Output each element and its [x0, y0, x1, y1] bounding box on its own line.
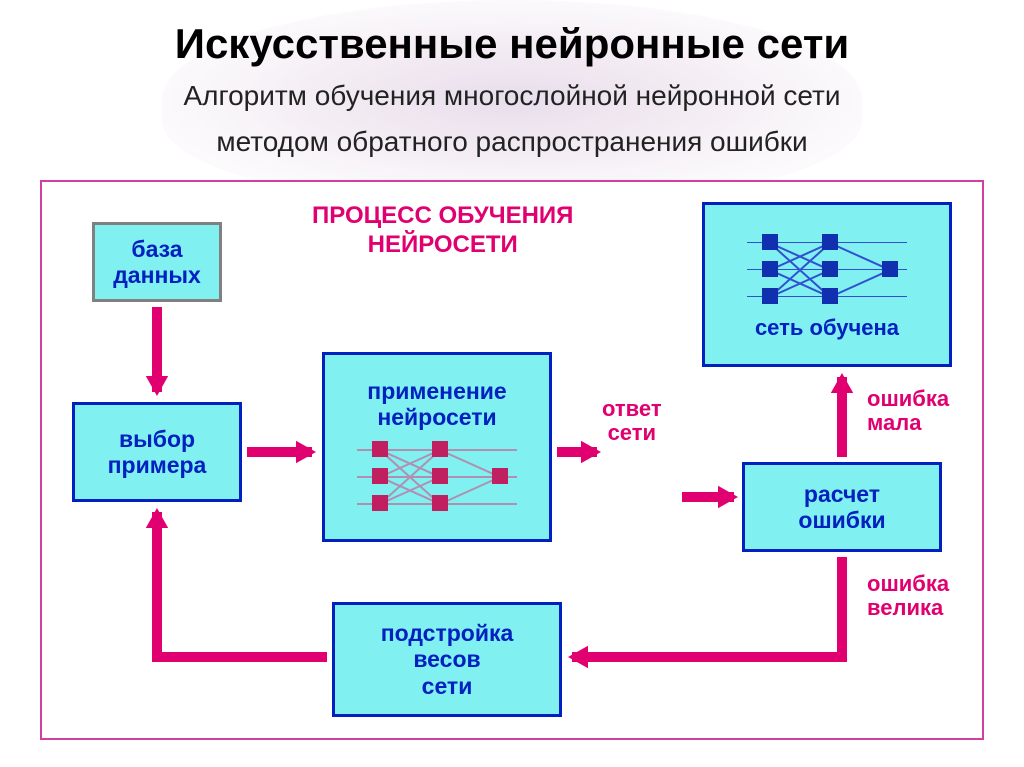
diagram-frame: ПРОЦЕСС ОБУЧЕНИЯ НЕЙРОСЕТИ база данных в…: [40, 180, 984, 740]
subtitle-line1: Алгоритм обучения многослойной нейронной…: [0, 78, 1024, 114]
arrows-layer: [42, 182, 986, 742]
title-block: Искусственные нейронные сети Алгоритм об…: [0, 0, 1024, 161]
subtitle-line2: методом обратного распространения ошибки: [0, 124, 1024, 160]
page-title: Искусственные нейронные сети: [0, 20, 1024, 68]
